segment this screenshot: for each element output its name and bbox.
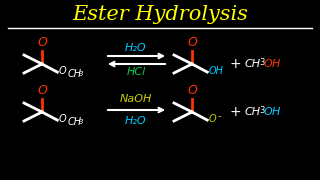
Text: 3: 3 xyxy=(259,58,264,67)
Text: HCl: HCl xyxy=(126,67,146,77)
Text: 3: 3 xyxy=(259,106,264,115)
Text: NaOH: NaOH xyxy=(120,94,152,104)
Text: H₂O: H₂O xyxy=(125,116,147,126)
Text: O: O xyxy=(264,107,273,117)
Text: CH: CH xyxy=(67,69,81,79)
Text: O: O xyxy=(37,84,47,97)
Text: O: O xyxy=(208,114,216,124)
Text: CH: CH xyxy=(67,117,81,127)
Text: H₂O: H₂O xyxy=(125,43,147,53)
Text: +: + xyxy=(229,105,241,119)
Text: CH: CH xyxy=(245,59,261,69)
Text: 3: 3 xyxy=(79,119,84,125)
Text: Ester Hydrolysis: Ester Hydrolysis xyxy=(72,6,248,24)
Text: +: + xyxy=(229,57,241,71)
Text: H: H xyxy=(272,59,280,69)
Text: O: O xyxy=(187,36,197,49)
Text: O: O xyxy=(58,66,66,76)
Text: O: O xyxy=(58,114,66,124)
Text: O: O xyxy=(37,36,47,49)
Text: H: H xyxy=(272,107,280,117)
Text: 3: 3 xyxy=(79,71,84,77)
Text: CH: CH xyxy=(245,107,261,117)
Text: O: O xyxy=(264,59,273,69)
Text: O: O xyxy=(187,84,197,97)
Text: -: - xyxy=(217,111,221,121)
Text: OH: OH xyxy=(208,66,223,76)
